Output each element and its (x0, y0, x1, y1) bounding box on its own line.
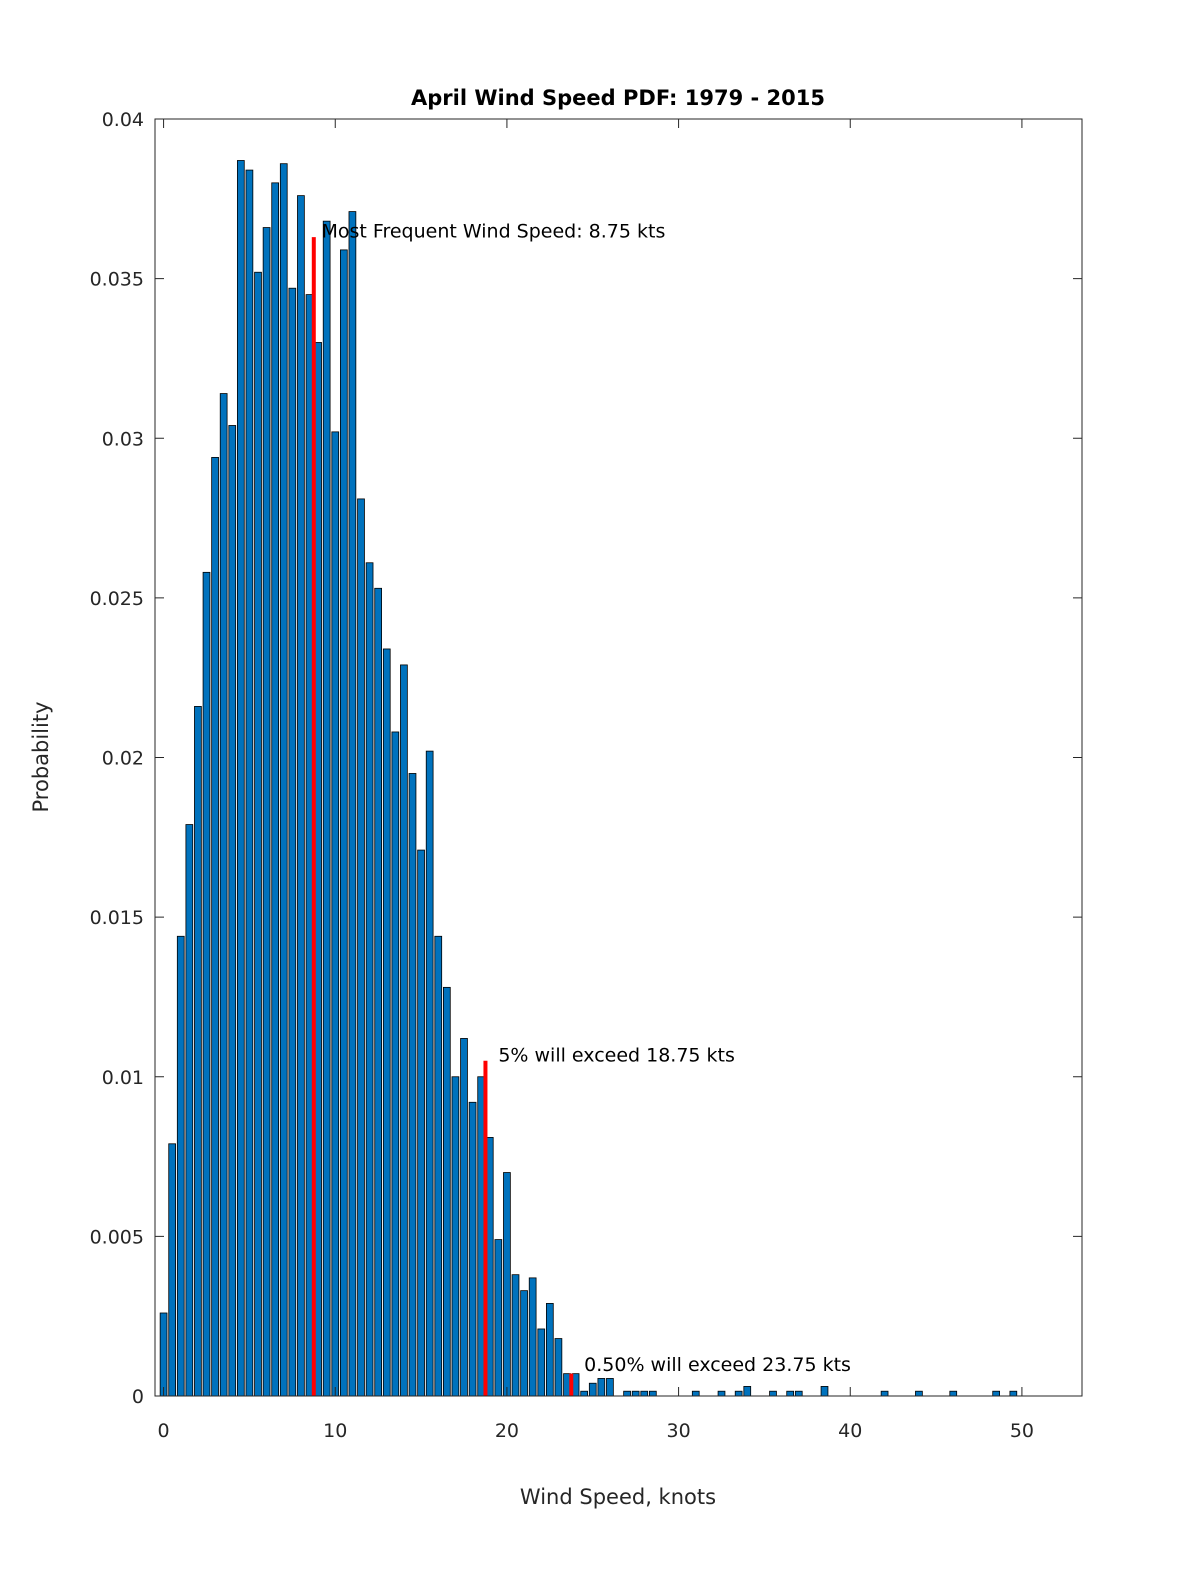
y-axis-title: Probability (29, 701, 53, 812)
bar (374, 587, 383, 1397)
bar (245, 169, 254, 1397)
bar (880, 1390, 889, 1397)
bar (322, 220, 331, 1397)
bar (820, 1386, 829, 1397)
tick-label-group: 0 10 20 30 40 50 0 0.005 0.01 0.015 0.02 0.025 0.03 0… (90, 109, 1034, 1442)
bar (159, 1312, 168, 1397)
bar (254, 271, 262, 1397)
x-tick-label: 0 (158, 1420, 170, 1442)
bar (588, 1382, 597, 1397)
bar (606, 1378, 614, 1397)
bar (382, 648, 391, 1397)
bar (451, 1076, 460, 1397)
x-axis-title: Wind Speed, knots (520, 1485, 716, 1509)
bar (417, 849, 425, 1397)
bar (297, 195, 305, 1397)
bar (597, 1378, 606, 1397)
bar (511, 1274, 520, 1397)
marker-annotation: 5% will exceed 18.75 kts (498, 1044, 735, 1066)
bar (236, 160, 245, 1397)
x-tick-label: 10 (323, 1420, 347, 1442)
bar (537, 1328, 546, 1397)
marker-annotation: Most Frequent Wind Speed: 8.75 kts (322, 221, 666, 243)
marker-annotation: 0.50% will exceed 23.75 kts (584, 1354, 851, 1376)
bar (348, 211, 357, 1397)
bar (331, 431, 340, 1397)
bar (460, 1038, 468, 1397)
tick-group (155, 118, 1082, 1397)
bar (717, 1390, 726, 1397)
bar (468, 1101, 477, 1397)
bar (640, 1390, 649, 1397)
bar (202, 571, 211, 1397)
bar (528, 1277, 537, 1397)
bar (185, 824, 194, 1397)
bar (520, 1290, 528, 1397)
bar (211, 456, 219, 1397)
annotation-group: Most Frequent Wind Speed: 8.75 kts 5% wil… (322, 221, 851, 1376)
bar (391, 731, 400, 1397)
bar (168, 1143, 176, 1397)
bar (434, 935, 443, 1397)
bar (786, 1390, 794, 1397)
bar (365, 562, 374, 1397)
bar (546, 1303, 554, 1397)
bar (176, 935, 185, 1397)
bar (992, 1390, 1000, 1397)
bar (194, 706, 202, 1397)
y-tick-label: 0.01 (102, 1067, 144, 1089)
bar (794, 1390, 803, 1397)
bar (631, 1390, 640, 1397)
bar (219, 393, 228, 1397)
y-tick-label: 0.04 (102, 109, 144, 131)
y-tick-label: 0 (132, 1386, 144, 1408)
bar (442, 986, 451, 1397)
bar (503, 1172, 511, 1397)
marker-group (311, 237, 574, 1396)
bar (743, 1386, 752, 1397)
y-tick-label: 0.035 (90, 269, 144, 291)
bar (262, 227, 271, 1397)
axes-box (154, 118, 1083, 1397)
bar (425, 750, 434, 1397)
bar (339, 249, 348, 1397)
bar (1009, 1390, 1018, 1397)
bar (649, 1390, 657, 1397)
bar (228, 425, 237, 1397)
y-tick-label: 0.025 (90, 588, 144, 610)
bar (580, 1390, 588, 1397)
bar (400, 664, 408, 1397)
bar (357, 498, 365, 1397)
bar (769, 1390, 777, 1397)
x-tick-label: 20 (495, 1420, 519, 1442)
bar (271, 182, 280, 1397)
y-tick-label: 0.005 (90, 1226, 144, 1248)
bar (734, 1390, 743, 1397)
bar (915, 1390, 923, 1397)
bar (494, 1239, 503, 1397)
y-tick-label: 0.02 (102, 748, 144, 770)
x-tick-label: 30 (666, 1420, 690, 1442)
bar (949, 1390, 958, 1397)
bar (691, 1390, 700, 1397)
chart-title: April Wind Speed PDF: 1979 - 2015 (411, 86, 825, 110)
x-tick-label: 50 (1010, 1420, 1034, 1442)
y-tick-label: 0.03 (102, 428, 144, 450)
bar (279, 163, 288, 1397)
bar (623, 1390, 631, 1397)
bar (288, 287, 297, 1397)
x-tick-label: 40 (838, 1420, 862, 1442)
bar (408, 773, 417, 1397)
bar (554, 1338, 563, 1397)
y-tick-label: 0.015 (90, 907, 144, 929)
